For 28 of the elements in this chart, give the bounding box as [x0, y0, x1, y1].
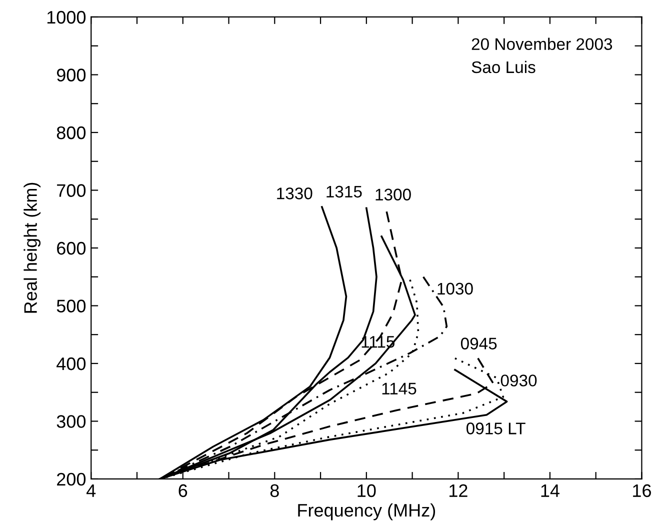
- x-tick-label: 14: [541, 484, 560, 497]
- x-tick-label: 16: [633, 484, 651, 498]
- x-axis-title: Frequency (MHz): [298, 503, 436, 520]
- x-tick-label: 4: [86, 484, 96, 497]
- x-tick-label: 12: [450, 484, 468, 497]
- annotation: Sao Luis: [472, 60, 536, 74]
- annotation: 20 November 2003: [472, 38, 612, 50]
- series-label: 0945: [460, 338, 497, 350]
- y-tick-label: 200: [57, 472, 86, 486]
- y-tick-label: 700: [57, 184, 86, 197]
- y-tick-label: 300: [56, 415, 86, 428]
- y-axis-title: Real height (km): [24, 182, 41, 313]
- series-label: 0915 LT: [466, 422, 526, 434]
- x-tick-label: 6: [178, 484, 188, 498]
- series-label: 1145: [382, 382, 416, 395]
- series-label: 1030: [438, 282, 473, 295]
- x-tick-label: 10: [358, 484, 376, 498]
- y-tick-label: 1000: [47, 10, 86, 24]
- series-label: 1300: [376, 188, 411, 200]
- series-label: 1315: [326, 186, 362, 198]
- series-label: 0930: [500, 374, 537, 386]
- x-tick-label: 8: [270, 484, 279, 498]
- y-tick-label: 900: [56, 68, 86, 82]
- y-tick-label: 800: [56, 126, 86, 140]
- y-tick-label: 600: [57, 242, 86, 255]
- y-tick-label: 500: [56, 300, 86, 312]
- series-label: 1330: [277, 188, 312, 200]
- y-tick-label: 400: [56, 357, 86, 370]
